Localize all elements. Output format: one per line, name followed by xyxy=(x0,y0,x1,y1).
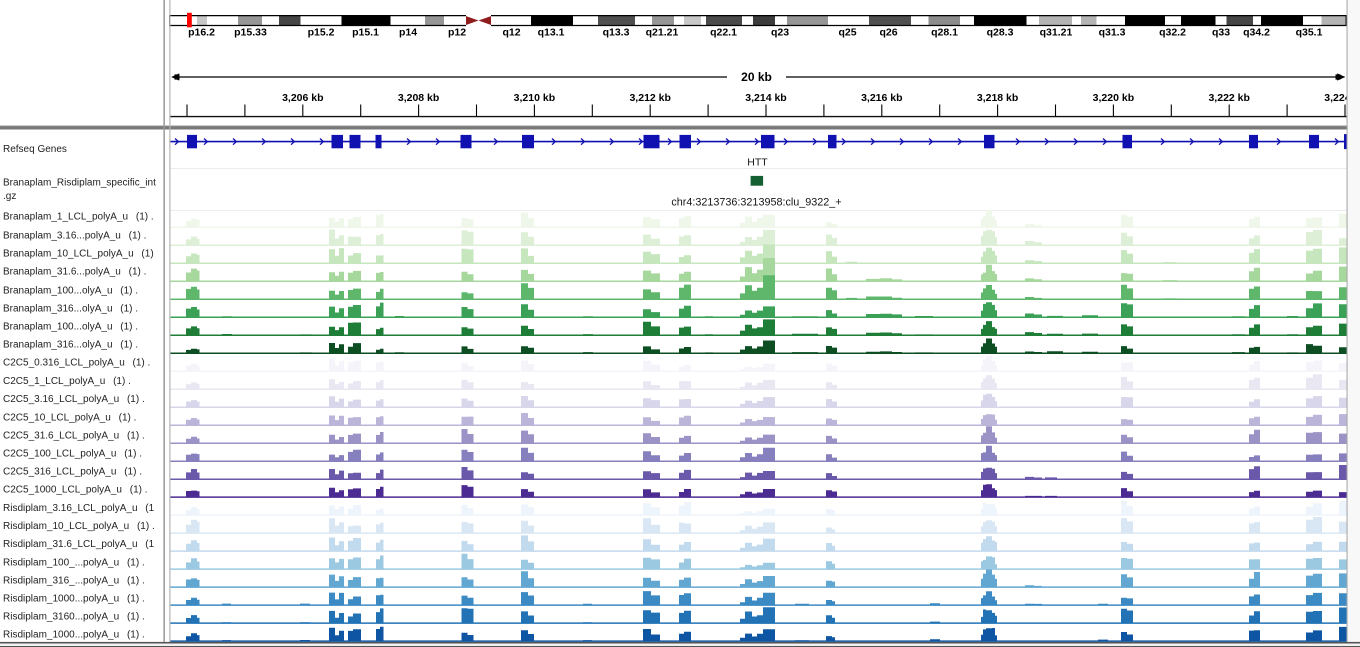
svg-text:C2C5_10_LCL_polyA_u (1) .: C2C5_10_LCL_polyA_u (1) . xyxy=(3,413,136,424)
svg-text:q23: q23 xyxy=(771,27,789,39)
svg-text:3,216 kb: 3,216 kb xyxy=(861,92,902,104)
svg-text:q28.1: q28.1 xyxy=(931,27,958,39)
svg-text:Risdiplam_1000...polyA_u (1): Risdiplam_1000...polyA_u (1) . xyxy=(3,594,145,605)
svg-text:q21.21: q21.21 xyxy=(646,27,679,39)
svg-text:q13.1: q13.1 xyxy=(538,27,565,39)
svg-text:Branaplam_316...olyA_u (1) .: Branaplam_316...olyA_u (1) . xyxy=(3,304,138,315)
svg-text:q28.3: q28.3 xyxy=(987,27,1014,39)
svg-text:20 kb: 20 kb xyxy=(741,70,772,84)
svg-text:C2C5_0.316_LCL_polyA_u (1) .: C2C5_0.316_LCL_polyA_u (1) . xyxy=(3,358,150,369)
svg-text:q22.1: q22.1 xyxy=(710,27,737,39)
svg-text:C2C5_1000_LCL_polyA_u (1) .: C2C5_1000_LCL_polyA_u (1) . xyxy=(3,485,148,496)
svg-text:q34.2: q34.2 xyxy=(1243,27,1270,39)
svg-text:C2C5_31.6_LCL_polyA_u (1) .: C2C5_31.6_LCL_polyA_u (1) . xyxy=(3,431,145,442)
svg-text:q13.3: q13.3 xyxy=(603,27,630,39)
svg-text:Branaplam_100...olyA_u (1) .: Branaplam_100...olyA_u (1) . xyxy=(3,322,138,333)
svg-text:Risdiplam_10_LCL_polyA_u (1): Risdiplam_10_LCL_polyA_u (1) . xyxy=(3,521,155,532)
svg-text:Risdiplam_3.16_LCL_polyA_u (1: Risdiplam_3.16_LCL_polyA_u (1 xyxy=(3,503,155,514)
svg-text:C2C5_316_LCL_polyA_u (1) .: C2C5_316_LCL_polyA_u (1) . xyxy=(3,467,142,478)
svg-text:3,208 kb: 3,208 kb xyxy=(398,92,439,104)
svg-text:p15.1: p15.1 xyxy=(352,27,379,39)
svg-text:Branaplam_3.16...polyA_u (1): Branaplam_3.16...polyA_u (1) . xyxy=(3,231,146,242)
svg-text:Branaplam_10_LCL_polyA_u (1): Branaplam_10_LCL_polyA_u (1) xyxy=(3,249,154,260)
svg-text:p12: p12 xyxy=(448,27,466,39)
svg-text:.gz: .gz xyxy=(3,191,16,202)
svg-text:q31.21: q31.21 xyxy=(1040,27,1073,39)
svg-text:3,214 kb: 3,214 kb xyxy=(745,92,786,104)
svg-text:Risdiplam_31.6_LCL_polyA_u (1: Risdiplam_31.6_LCL_polyA_u (1 xyxy=(3,539,155,550)
svg-text:p16.2: p16.2 xyxy=(188,27,215,39)
svg-text:Risdiplam_316_...polyA_u (1): Risdiplam_316_...polyA_u (1) . xyxy=(3,576,145,587)
svg-text:q31.3: q31.3 xyxy=(1099,27,1126,39)
svg-text:Branaplam_100...olyA_u (1) .: Branaplam_100...olyA_u (1) . xyxy=(3,286,138,297)
svg-text:Risdiplam_3160...polyA_u (1): Risdiplam_3160...polyA_u (1) . xyxy=(3,612,145,623)
svg-text:C2C5_100_LCL_polyA_u (1) .: C2C5_100_LCL_polyA_u (1) . xyxy=(3,449,142,460)
svg-text:q35.1: q35.1 xyxy=(1296,27,1323,39)
svg-text:3,206 kb: 3,206 kb xyxy=(282,92,323,104)
svg-text:p15.2: p15.2 xyxy=(308,27,335,39)
svg-text:Risdiplam_100_...polyA_u (1): Risdiplam_100_...polyA_u (1) . xyxy=(3,558,145,569)
svg-text:q32.2: q32.2 xyxy=(1159,27,1186,39)
svg-text:q25: q25 xyxy=(838,27,856,39)
svg-text:Branaplam_1_LCL_polyA_u (1) .: Branaplam_1_LCL_polyA_u (1) . xyxy=(3,212,154,223)
svg-text:3,224 kb: 3,224 kb xyxy=(1324,92,1360,104)
svg-text:Refseq Genes: Refseq Genes xyxy=(3,144,67,155)
svg-text:Branaplam_31.6...polyA_u (1): Branaplam_31.6...polyA_u (1) . xyxy=(3,267,146,278)
svg-text:q33: q33 xyxy=(1212,27,1230,39)
svg-text:3,220 kb: 3,220 kb xyxy=(1093,92,1134,104)
svg-text:q12: q12 xyxy=(502,27,520,39)
svg-text:chr4:3213736:3213958:clu_9322_: chr4:3213736:3213958:clu_9322_+ xyxy=(671,196,841,208)
svg-text:Branaplam_Risdiplam_specific_i: Branaplam_Risdiplam_specific_int xyxy=(3,178,156,189)
svg-text:3,210 kb: 3,210 kb xyxy=(514,92,555,104)
svg-text:p14: p14 xyxy=(399,27,417,39)
svg-text:q26: q26 xyxy=(879,27,897,39)
svg-text:Risdiplam_1000...polyA_u (1): Risdiplam_1000...polyA_u (1) . xyxy=(3,630,145,641)
svg-text:3,222 kb: 3,222 kb xyxy=(1208,92,1249,104)
svg-text:C2C5_3.16_LCL_polyA_u (1) .: C2C5_3.16_LCL_polyA_u (1) . xyxy=(3,394,145,405)
svg-text:C2C5_1_LCL_polyA_u (1) .: C2C5_1_LCL_polyA_u (1) . xyxy=(3,376,131,387)
svg-text:3,212 kb: 3,212 kb xyxy=(629,92,670,104)
svg-text:p15.33: p15.33 xyxy=(234,27,267,39)
svg-text:HTT: HTT xyxy=(747,157,768,169)
svg-text:3,218 kb: 3,218 kb xyxy=(977,92,1018,104)
svg-text:Branaplam_316...olyA_u (1) .: Branaplam_316...olyA_u (1) . xyxy=(3,340,138,351)
